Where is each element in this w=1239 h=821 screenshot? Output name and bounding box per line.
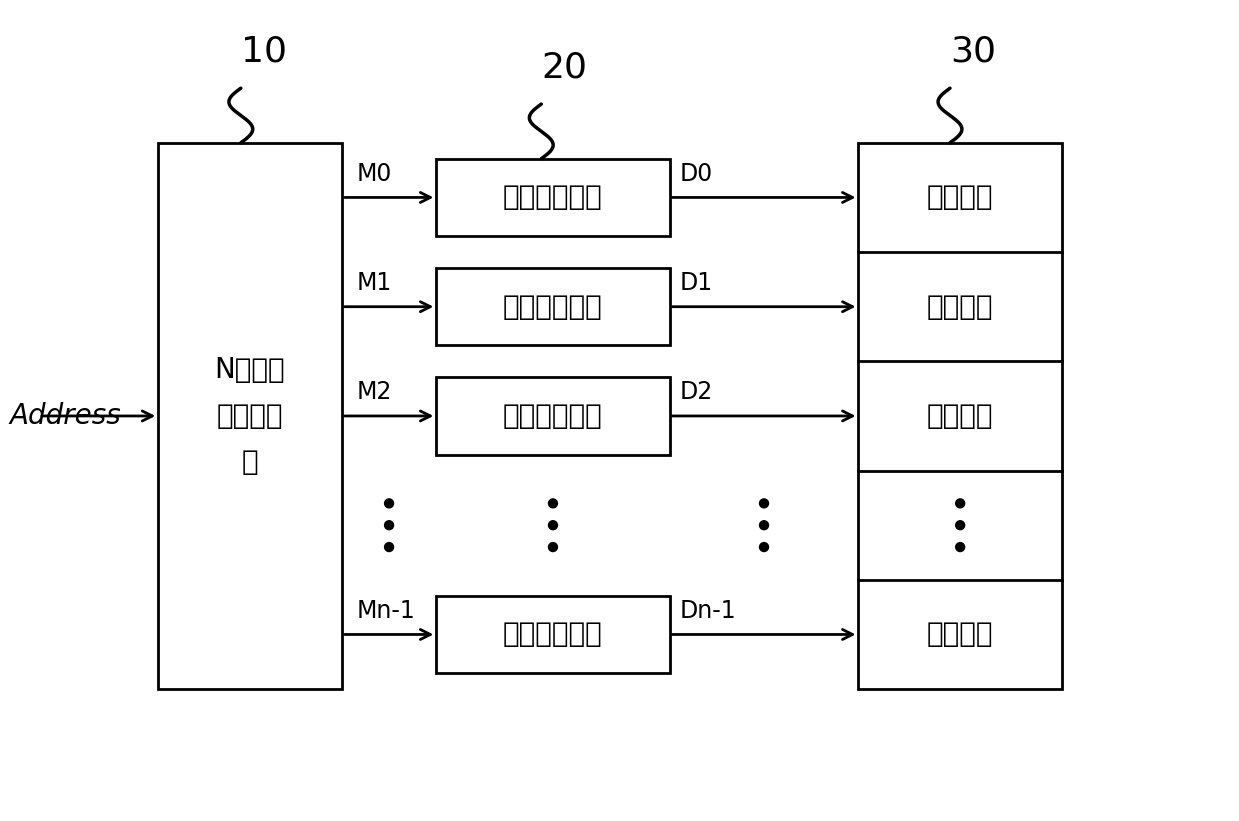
- Text: 地址产生电路: 地址产生电路: [503, 621, 603, 649]
- Bar: [859, 143, 1062, 689]
- Text: Dn-1: Dn-1: [679, 599, 736, 622]
- Text: D1: D1: [679, 271, 712, 295]
- Text: 存储器字: 存储器字: [927, 183, 994, 212]
- Text: 存储器字: 存储器字: [927, 293, 994, 321]
- Text: 30: 30: [950, 34, 996, 68]
- Circle shape: [384, 499, 394, 508]
- Bar: [436, 596, 669, 673]
- Circle shape: [549, 499, 558, 508]
- Text: D2: D2: [679, 380, 712, 404]
- Circle shape: [384, 543, 394, 552]
- Text: 地址产生电路: 地址产生电路: [503, 402, 603, 430]
- Circle shape: [955, 543, 965, 552]
- Circle shape: [384, 521, 394, 530]
- Text: Address: Address: [9, 402, 121, 430]
- Bar: [436, 377, 669, 455]
- Bar: [436, 158, 669, 236]
- Text: 20: 20: [541, 50, 587, 85]
- Circle shape: [549, 543, 558, 552]
- Text: N位循环
计数器电
路: N位循环 计数器电 路: [214, 356, 285, 475]
- Bar: [436, 268, 669, 346]
- Circle shape: [760, 521, 768, 530]
- Text: 10: 10: [240, 34, 286, 68]
- Text: M2: M2: [357, 380, 393, 404]
- Bar: [159, 143, 342, 689]
- Text: D0: D0: [679, 162, 712, 186]
- Circle shape: [760, 543, 768, 552]
- Circle shape: [549, 521, 558, 530]
- Text: 存储器字: 存储器字: [927, 621, 994, 649]
- Text: M1: M1: [357, 271, 392, 295]
- Text: 地址产生电路: 地址产生电路: [503, 183, 603, 212]
- Text: M0: M0: [357, 162, 393, 186]
- Circle shape: [955, 521, 965, 530]
- Text: 存储器字: 存储器字: [927, 402, 994, 430]
- Circle shape: [955, 499, 965, 508]
- Text: 地址产生电路: 地址产生电路: [503, 293, 603, 321]
- Circle shape: [760, 499, 768, 508]
- Text: Mn-1: Mn-1: [357, 599, 415, 622]
